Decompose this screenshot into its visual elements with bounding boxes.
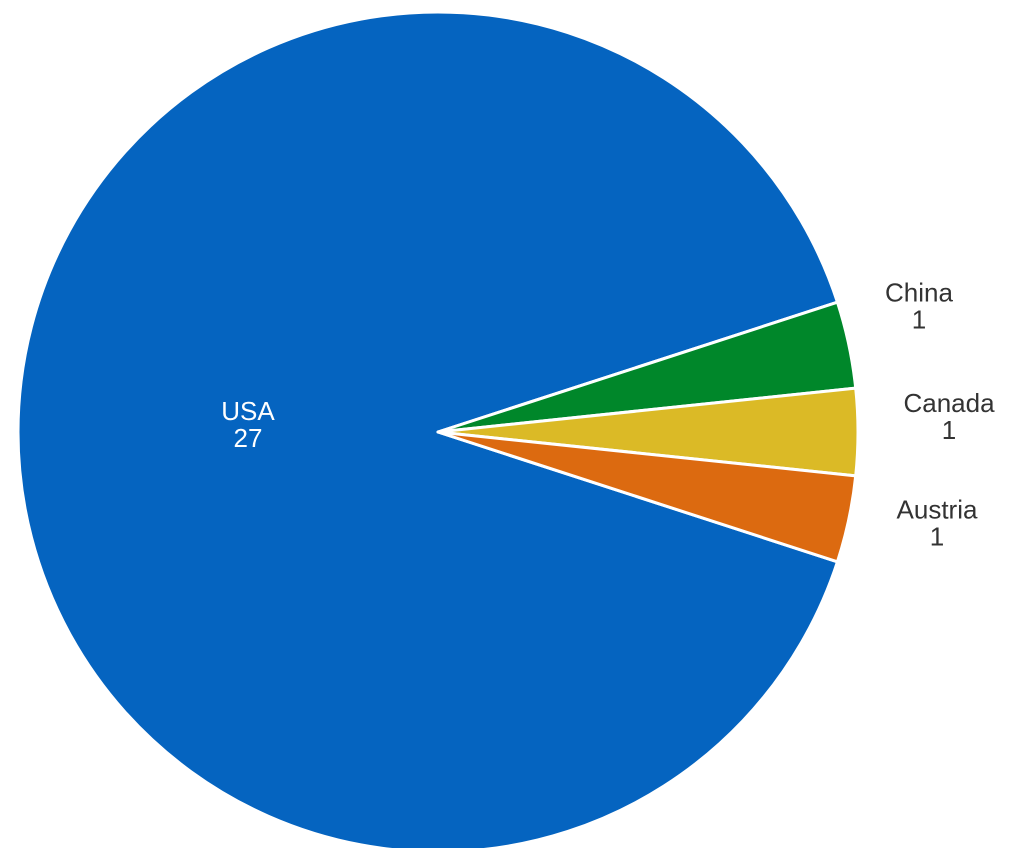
slice-label-name: USA [221, 396, 275, 426]
pie-slice-austria[interactable] [436, 430, 858, 564]
slice-label-austria: Austria 1 [897, 495, 978, 552]
slice-label-value: 1 [942, 415, 956, 445]
slice-label-usa: USA 27 [221, 396, 275, 453]
pie-slice-usa[interactable] [16, 10, 839, 848]
slice-label-name: Canada [903, 388, 995, 418]
slice-label-name: China [885, 277, 953, 307]
slice-label-canada: Canada 1 [903, 388, 995, 445]
slice-label-name: Austria [897, 495, 978, 525]
slice-label-value: 27 [234, 423, 263, 453]
slice-label-value: 1 [930, 522, 944, 552]
slice-label-china: China 1 [885, 277, 953, 334]
slice-label-value: 1 [912, 304, 926, 334]
